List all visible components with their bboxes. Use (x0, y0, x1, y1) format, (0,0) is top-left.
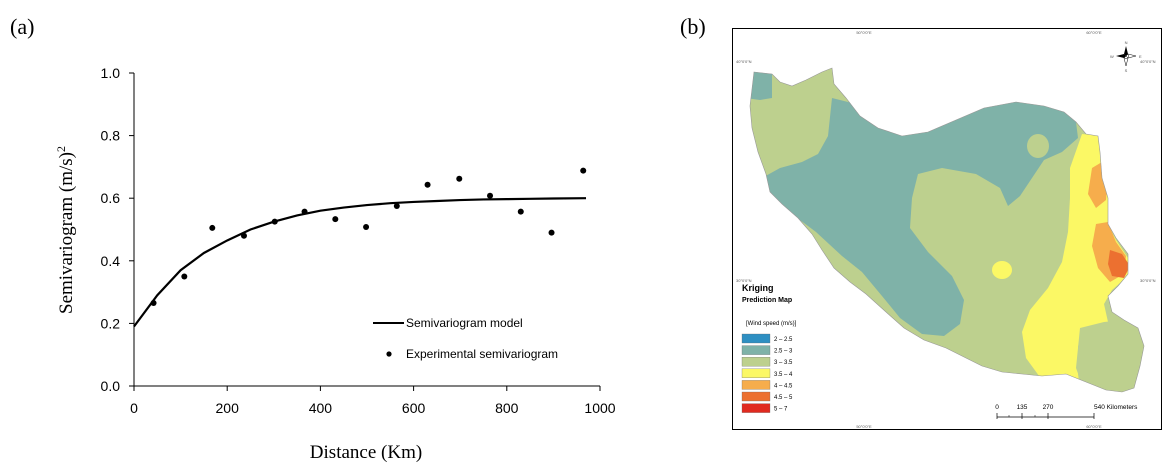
experimental-point (301, 208, 308, 215)
map-title: Kriging (742, 283, 774, 293)
region-4.5-5 (1108, 250, 1130, 278)
experimental-point (209, 224, 216, 231)
legend-swatch (741, 333, 771, 344)
chart-series (133, 167, 587, 328)
experimental-point (456, 175, 463, 182)
kriging-map: 50°0'0"E 60°0'0"E 50°0'0"E 60°0'0"E 40°0… (732, 28, 1162, 430)
scale-label-540: 540 Kilometers (1094, 404, 1138, 411)
y-axis-title-text: Semivariogram (m/s) (56, 152, 77, 314)
experimental-point (580, 167, 587, 174)
lat-right-2: 30°0'0"N (1140, 278, 1156, 283)
y-tick-label: 0.6 (101, 190, 121, 206)
x-tick-label: 600 (402, 400, 426, 416)
y-tick-label: 1.0 (101, 65, 121, 81)
region-2.5-3 (762, 98, 1078, 336)
x-axis-title: Distance (Km) (310, 442, 422, 463)
x-tick-label: 1000 (584, 400, 615, 416)
compass-n: N (1125, 40, 1128, 45)
region-island-yellow (992, 261, 1012, 279)
legend-swatch (741, 403, 771, 413)
x-tick-label: 800 (495, 400, 519, 416)
map-subtitle: Prediction Map (742, 297, 792, 304)
legend-swatch (741, 391, 771, 402)
y-axis-title-sup: 2 (54, 146, 68, 152)
compass-rose-icon: N S E W (1110, 40, 1142, 73)
y-tick-label: 0.2 (101, 315, 121, 331)
map-legend-title: [Wind speed (m/s)] (746, 321, 797, 327)
country-outline (749, 67, 1145, 393)
legend-class-label: 2.5 – 3 (774, 349, 793, 355)
experimental-point (517, 208, 524, 215)
lat-left-2: 30°0'0"N (736, 278, 752, 283)
lon-top-2: 60°0'0"E (1086, 30, 1102, 35)
model-curve (133, 197, 587, 328)
legend-label-experimental: Experimental semivariogram (406, 347, 558, 361)
legend-swatch (741, 345, 771, 355)
semivariogram-chart: 0 200 400 600 800 1000 0.0 0.2 0.4 0.6 0.8 1.0 Dist… (54, 65, 616, 463)
x-tick-label: 200 (216, 400, 240, 416)
lon-bottom-1: 50°0'0"E (856, 424, 872, 429)
experimental-point (150, 300, 157, 307)
y-axis-title: Semivariogram (m/s)2 (54, 146, 77, 314)
legend-class-label: 2 – 2.5 (774, 337, 793, 343)
y-tick-label: 0.8 (101, 128, 121, 144)
lon-top-1: 50°0'0"E (856, 30, 872, 35)
experimental-point (363, 223, 370, 230)
panel-a-label: (a) (10, 14, 35, 39)
compass-e: E (1139, 54, 1142, 59)
chart-ticks: 0 200 400 600 800 1000 0.0 0.2 0.4 0.6 0.8 1.0 (101, 65, 616, 416)
legend-class-label: 3.5 – 4 (774, 372, 793, 378)
legend-class-label: 4.5 – 5 (774, 395, 793, 401)
legend-point-swatch (386, 351, 392, 357)
region-island-green (1027, 134, 1049, 158)
experimental-point (240, 232, 247, 239)
experimental-point (424, 181, 431, 188)
legend-swatch (741, 357, 771, 367)
scale-label-0: 0 (995, 404, 999, 411)
lon-bottom-2: 60°0'0"E (1086, 424, 1102, 429)
legend-class-label: 5 – 7 (774, 407, 788, 413)
map-legend-items: 2 – 2.5 2.5 – 3 3 – 3.5 3.5 – 4 4 – 4.5 4.5 –… (741, 333, 793, 413)
x-tick-label: 400 (309, 400, 333, 416)
legend-class-label: 4 – 4.5 (774, 383, 793, 389)
lat-right-1: 40°0'0"N (1140, 59, 1156, 64)
y-tick-label: 0.4 (101, 253, 121, 269)
region-green-se (1076, 320, 1144, 392)
x-tick-label: 0 (130, 400, 138, 416)
legend-swatch (741, 368, 771, 378)
y-tick-label: 0.0 (101, 378, 121, 394)
experimental-point (487, 192, 494, 199)
lat-left-1: 40°0'0"N (736, 59, 752, 64)
experimental-point (271, 218, 278, 225)
experimental-point (181, 273, 188, 280)
experimental-point (393, 203, 400, 210)
panel-b-label: (b) (680, 14, 706, 39)
legend-label-model: Semivariogram model (406, 316, 523, 330)
chart-legend: Semivariogram model Experimental semivar… (373, 316, 558, 361)
compass-w: W (1110, 54, 1114, 59)
legend-swatch (741, 380, 771, 390)
chart-axes (133, 73, 600, 387)
legend-class-label: 3 – 3.5 (774, 360, 793, 366)
compass-s: S (1125, 68, 1128, 73)
experimental-point (548, 229, 555, 236)
experimental-point (332, 216, 339, 223)
scale-label-270: 270 (1043, 404, 1054, 411)
scale-bar: 0 135 270 540 Kilometers (995, 404, 1138, 419)
scale-label-135: 135 (1017, 404, 1028, 411)
